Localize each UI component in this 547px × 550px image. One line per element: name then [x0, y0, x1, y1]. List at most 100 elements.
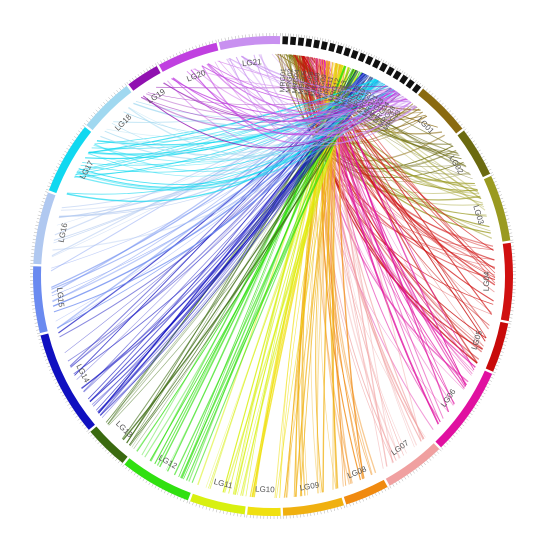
tick-mark	[508, 229, 512, 231]
tick-mark	[33, 319, 37, 321]
tick-mark	[170, 493, 172, 497]
tick-mark	[500, 351, 504, 353]
tick-mark	[465, 418, 469, 421]
tick-mark	[43, 355, 47, 358]
tick-mark	[122, 464, 125, 467]
tick-mark	[61, 394, 65, 397]
chromosome-segment-mrg19	[372, 58, 381, 69]
tick-mark	[41, 201, 45, 203]
tick-mark	[146, 68, 149, 72]
tick-mark	[398, 69, 401, 72]
synteny-link-lg21	[242, 55, 409, 126]
synteny-link-lg17	[85, 79, 379, 160]
synteny-link-lg17	[66, 78, 376, 203]
tick-mark	[224, 37, 226, 41]
chromosome-segment-mrg24	[399, 74, 409, 85]
chromosome-segment-mrg33	[411, 83, 422, 94]
tick-mark	[493, 371, 496, 374]
tick-mark	[149, 66, 152, 70]
tick-mark	[110, 94, 114, 98]
chromosome-label-lg12: LG12	[157, 453, 179, 471]
tick-mark	[100, 104, 103, 107]
tick-mark	[505, 215, 509, 217]
tick-mark	[94, 439, 98, 442]
tick-mark	[324, 38, 326, 42]
tick-mark	[465, 131, 469, 134]
tick-mark	[509, 317, 513, 319]
synteny-link-lg17	[76, 80, 379, 189]
chromosome-label-mrg05: MRG05	[298, 70, 309, 95]
tick-mark	[348, 45, 350, 49]
tick-mark	[51, 375, 55, 378]
tick-mark	[215, 39, 217, 43]
chromosome-label-lg20: LG20	[185, 68, 207, 84]
tick-mark	[507, 225, 511, 227]
synteny-link-lg03	[301, 55, 478, 194]
tick-mark	[452, 434, 456, 437]
synteny-link-lg17	[88, 83, 385, 153]
tick-mark	[186, 500, 189, 504]
tick-mark	[60, 157, 64, 159]
tick-mark	[507, 222, 511, 224]
tick-mark	[365, 51, 368, 55]
tick-mark	[151, 483, 154, 487]
tick-mark	[160, 488, 163, 492]
chromosome-segment-mrg05	[305, 38, 313, 48]
tick-mark	[487, 383, 491, 385]
tick-mark	[40, 204, 44, 206]
tick-mark	[88, 117, 92, 120]
tick-mark	[448, 110, 452, 113]
tick-mark	[504, 211, 508, 213]
tick-mark	[36, 218, 40, 220]
tick-mark	[71, 139, 75, 142]
tick-mark	[163, 58, 166, 62]
chromosome-label-mrg04: MRG04	[292, 69, 302, 94]
tick-mark	[477, 401, 481, 404]
chromosome-segment-lg05	[485, 321, 509, 372]
synteny-link-lg14	[97, 73, 365, 413]
chromosome-segment-mrg09	[328, 42, 336, 53]
tick-mark	[157, 62, 160, 65]
tick-mark	[183, 499, 185, 502]
tick-mark	[489, 380, 492, 382]
tick-mark	[398, 480, 401, 484]
synteny-link-lg04	[293, 54, 495, 260]
tick-mark	[142, 478, 145, 482]
tick-mark	[35, 326, 39, 328]
tick-mark	[118, 87, 122, 91]
tick-mark	[343, 505, 346, 509]
tick-mark	[439, 448, 442, 452]
chromosome-segment-lg09	[282, 497, 344, 516]
tick-mark	[75, 415, 79, 418]
tick-mark	[148, 482, 151, 485]
chromosome-segment-mrg23	[392, 70, 402, 81]
tick-mark	[323, 510, 325, 514]
tick-mark	[486, 386, 489, 388]
synteny-link-lg14	[67, 72, 363, 362]
tick-mark	[434, 453, 437, 457]
tick-mark	[108, 97, 111, 100]
chromosome-segment-mrg11	[335, 44, 344, 55]
synteny-link-lg21	[241, 55, 398, 94]
tick-mark	[49, 179, 53, 181]
synteny-link-lg17	[74, 89, 395, 191]
chromosome-segment-mrg20	[379, 62, 388, 73]
tick-mark	[176, 496, 179, 500]
tick-mark	[97, 441, 100, 445]
tick-mark	[389, 63, 392, 67]
tick-mark	[475, 404, 479, 407]
tick-mark	[420, 464, 424, 468]
tick-mark	[410, 76, 413, 80]
tick-mark	[221, 38, 223, 42]
tick-mark	[469, 412, 473, 415]
chromosome-segment-lg03	[483, 175, 511, 242]
tick-mark	[73, 412, 76, 415]
tick-mark	[497, 361, 501, 363]
tick-mark	[37, 214, 41, 216]
tick-mark	[360, 49, 363, 53]
tick-mark	[42, 197, 46, 200]
synteny-link-lg17	[88, 80, 380, 177]
tick-mark	[212, 508, 214, 512]
tick-mark	[359, 499, 361, 503]
tick-mark	[92, 436, 96, 440]
